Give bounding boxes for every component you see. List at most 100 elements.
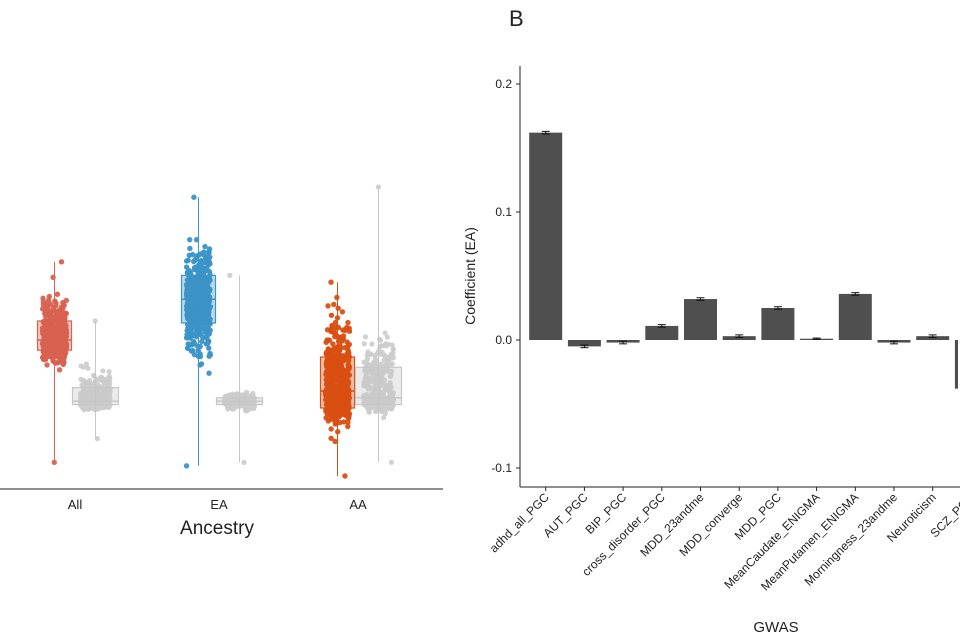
panel-label: B [509, 6, 524, 31]
sample-point [345, 319, 351, 326]
sample-point [328, 435, 334, 442]
sample-point [205, 321, 211, 327]
bar [529, 132, 563, 340]
sample-point [342, 473, 348, 479]
sample-point [61, 324, 67, 330]
bar [645, 325, 679, 340]
background-point [90, 390, 97, 396]
sample-point [186, 267, 192, 274]
sample-point [40, 342, 46, 348]
sample-point [39, 306, 46, 312]
sample-point [198, 257, 204, 264]
sample-point [330, 341, 336, 347]
sample-point [346, 341, 353, 348]
background-point [226, 392, 233, 398]
sample-point [42, 329, 48, 336]
bar [684, 299, 717, 340]
sample-point [206, 345, 212, 351]
sample-point [207, 286, 213, 292]
sample-point [340, 327, 346, 333]
sample-point [191, 325, 197, 331]
sample-point [197, 288, 204, 295]
sample-point [328, 312, 335, 318]
bar [954, 340, 958, 389]
background-point [85, 365, 91, 371]
x-ticks: All EA AA [68, 497, 367, 512]
background-point [102, 380, 108, 387]
background-box [71, 387, 120, 406]
selected-box [36, 320, 73, 351]
sample-point [199, 338, 205, 345]
sample-point [190, 286, 196, 292]
sample-point [194, 253, 200, 259]
background-point [381, 415, 387, 421]
background-point [227, 272, 233, 278]
background-point [361, 341, 367, 347]
sample-point [206, 370, 212, 376]
background-point [365, 349, 371, 355]
sample-point [46, 352, 53, 358]
sample-point [191, 340, 198, 346]
selected-box [319, 356, 356, 409]
sample-point [44, 307, 50, 313]
background-point [94, 436, 100, 442]
bar [838, 293, 872, 340]
sample-point [49, 333, 55, 340]
sample-point [197, 331, 204, 337]
sample-point [60, 356, 67, 362]
x-axis-title: Ancestry [180, 518, 254, 539]
sample-point [185, 345, 191, 351]
background-point [85, 406, 91, 413]
background-point [87, 381, 93, 387]
background-point [244, 389, 250, 395]
sample-point [335, 344, 342, 351]
sample-point [186, 252, 193, 258]
x-ticks: adhd_all_PGCAUT_PGCBIP_PGCcross_disorder… [487, 487, 960, 594]
background-point [389, 406, 395, 412]
sample-point [39, 325, 46, 331]
sample-point [207, 277, 213, 283]
background-point [381, 357, 387, 363]
sample-point [323, 339, 329, 346]
sample-point [206, 353, 212, 359]
sample-point [328, 279, 334, 285]
background-point [98, 374, 104, 380]
sample-point [193, 329, 200, 335]
sample-point [327, 411, 334, 418]
sample-point [187, 245, 193, 252]
sample-point [198, 262, 204, 268]
sample-point [202, 329, 208, 336]
background-point [80, 364, 86, 370]
background-point [388, 459, 395, 465]
y-tick-label: -0.1 [491, 461, 512, 475]
background-point [100, 368, 106, 374]
sample-point [328, 426, 334, 432]
sample-point [192, 298, 199, 305]
background-point [81, 378, 87, 384]
x-tick-label: EA [210, 497, 228, 512]
sample-point [185, 288, 191, 294]
sample-point [58, 259, 65, 265]
sample-point [47, 321, 53, 328]
background-point [106, 368, 112, 375]
sample-point [204, 334, 210, 340]
sample-point [55, 360, 61, 366]
sample-point [191, 314, 198, 321]
bar [761, 308, 795, 340]
background-point [382, 406, 388, 412]
sample-point [187, 236, 193, 243]
sample-point [201, 315, 207, 321]
sample-point [206, 268, 213, 275]
background-point [83, 391, 89, 397]
sample-point [203, 341, 209, 347]
background-point [372, 352, 378, 359]
sample-point [346, 325, 352, 331]
sample-point [193, 237, 200, 243]
background-point [97, 394, 103, 400]
background-point [366, 409, 372, 415]
sample-point [329, 328, 335, 335]
background-point [369, 341, 375, 347]
ancestry-box-plot: All EA AA Ancestry [0, 184, 443, 539]
sample-point [334, 294, 340, 301]
sample-point [202, 278, 209, 285]
